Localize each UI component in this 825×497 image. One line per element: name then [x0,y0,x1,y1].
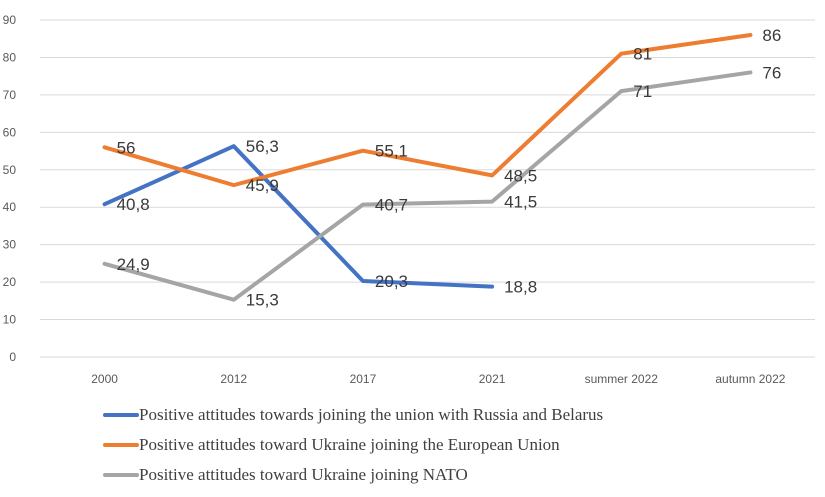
y-tick-label-20: 20 [3,275,17,289]
data-labels: 40,8 56,3 20,3 18,8 56 45,9 55,1 48,5 81 86 24,9 15… [117,26,782,310]
data-label-2-5: 76 [762,63,781,82]
y-tick-label-50: 50 [3,163,17,177]
data-label-2-0: 24,9 [117,255,150,274]
data-label-1-3: 48,5 [504,166,537,185]
x-axis-ticks: 2000 2012 2017 2021 summer 2022 autumn 2022 [91,372,786,386]
data-label-1-5: 86 [762,26,781,45]
data-label-1-2: 55,1 [375,142,408,161]
x-tick-label-4: summer 2022 [585,372,659,386]
data-label-0-0: 40,8 [117,195,150,214]
x-tick-label-2: 2017 [350,372,377,386]
legend-swatch-russia-belarus [103,413,139,417]
legend-item-russia-belarus: Positive attitudes towards joining the u… [103,400,603,430]
x-tick-label-1: 2012 [220,372,247,386]
data-label-2-2: 40,7 [375,196,408,215]
y-tick-label-60: 60 [3,125,17,139]
y-tick-label-30: 30 [3,238,17,252]
data-label-1-1: 45,9 [246,176,279,195]
data-label-2-1: 15,3 [246,291,279,310]
x-tick-label-0: 2000 [91,372,118,386]
y-tick-label-80: 80 [3,50,17,64]
legend-swatch-nato [103,473,139,477]
series-line-0 [102,144,495,289]
gridlines [40,19,815,358]
series-line-1 [102,32,753,188]
data-label-0-2: 20,3 [375,272,408,291]
series-line-2 [102,70,753,302]
x-tick-label-3: 2021 [479,372,506,386]
y-tick-label-90: 90 [3,13,17,27]
legend-label-nato: Positive attitudes toward Ukraine joinin… [139,465,468,484]
x-tick-label-5: autumn 2022 [715,372,785,386]
y-tick-label-40: 40 [3,200,17,214]
legend-label-russia-belarus: Positive attitudes towards joining the u… [139,405,604,424]
legend-item-eu: Positive attitudes toward Ukraine joinin… [103,430,603,460]
legend: Positive attitudes towards joining the u… [103,400,603,490]
legend-item-nato: Positive attitudes toward Ukraine joinin… [103,460,603,490]
data-label-1-4: 81 [633,45,652,64]
y-tick-label-0: 0 [9,350,16,364]
line-chart: 0 10 20 30 40 50 60 70 80 90 2000 2012 2017 2021 summ… [3,13,815,386]
data-label-1-0: 56 [117,138,136,157]
data-label-2-3: 41,5 [504,193,537,212]
y-axis-ticks: 0 10 20 30 40 50 60 70 80 90 [3,13,17,364]
series-lines [102,32,753,302]
legend-label-eu: Positive attitudes toward Ukraine joinin… [139,435,560,454]
y-tick-label-70: 70 [3,88,17,102]
legend-swatch-eu [103,443,139,447]
data-label-0-1: 56,3 [246,137,279,156]
y-tick-label-10: 10 [3,313,17,327]
data-label-0-3: 18,8 [504,278,537,297]
data-label-2-4: 71 [633,82,652,101]
